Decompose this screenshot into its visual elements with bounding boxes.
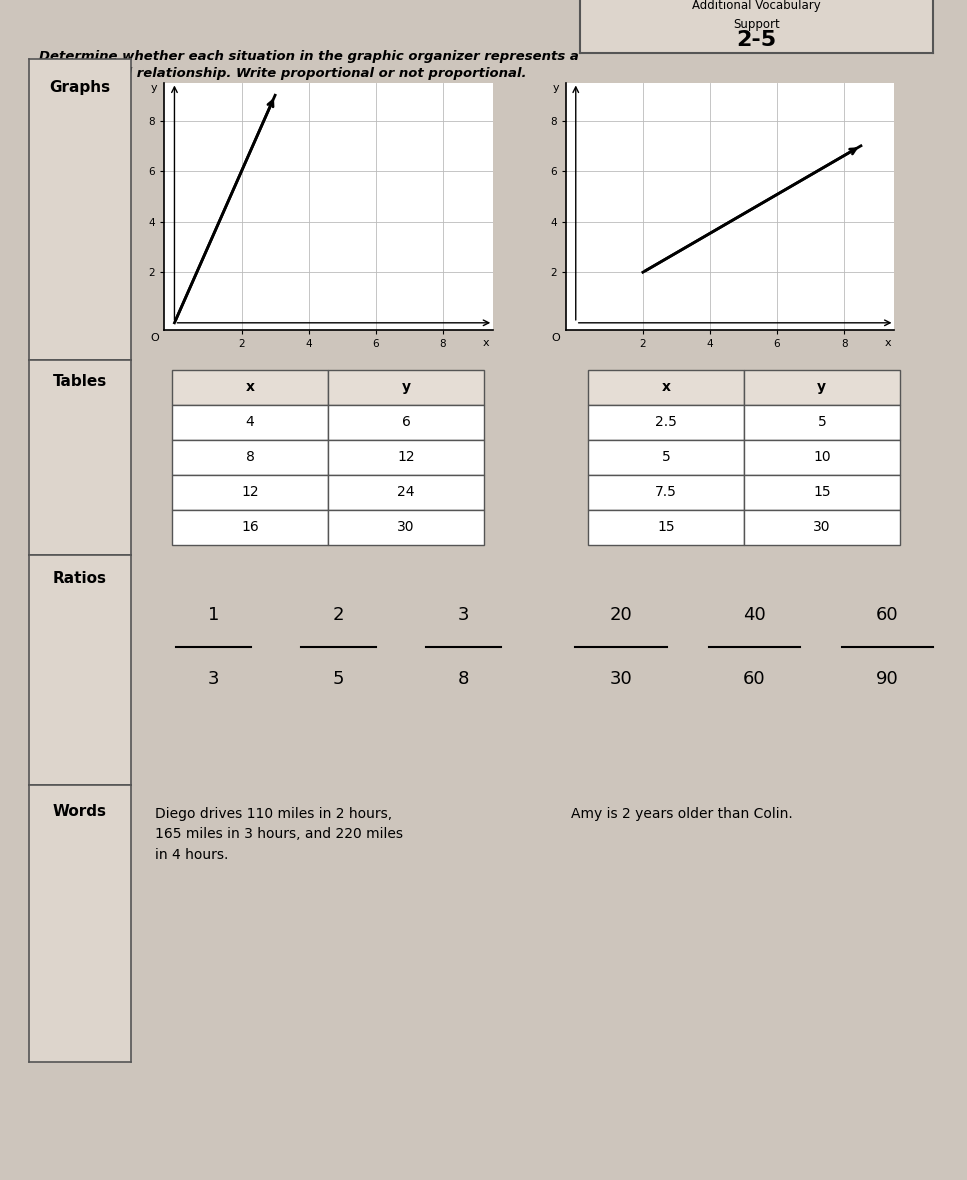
Text: Additional Vocabulary: Additional Vocabulary <box>692 0 821 12</box>
Text: x: x <box>885 337 891 348</box>
Text: O: O <box>551 333 560 343</box>
Text: y: y <box>151 83 158 93</box>
Text: 5: 5 <box>333 670 344 688</box>
Text: 3: 3 <box>457 605 469 624</box>
Text: 60: 60 <box>743 670 766 688</box>
Text: Amy is 2 years older than Colin.: Amy is 2 years older than Colin. <box>571 807 793 821</box>
Text: Words: Words <box>53 804 106 819</box>
Text: 20: 20 <box>610 605 632 624</box>
Text: Determine whether each situation in the graphic organizer represents a
proportio: Determine whether each situation in the … <box>39 50 578 79</box>
Text: 8: 8 <box>457 670 469 688</box>
Text: 30: 30 <box>610 670 632 688</box>
Text: Diego drives 110 miles in 2 hours,
165 miles in 3 hours, and 220 miles
in 4 hour: Diego drives 110 miles in 2 hours, 165 m… <box>156 807 403 863</box>
Text: 3: 3 <box>208 670 220 688</box>
Text: 2: 2 <box>333 605 344 624</box>
Text: Ratios: Ratios <box>53 571 106 585</box>
Text: x: x <box>484 337 489 348</box>
Text: Graphs: Graphs <box>49 80 110 96</box>
Text: y: y <box>552 83 559 93</box>
Text: O: O <box>150 333 159 343</box>
Text: 2-5: 2-5 <box>737 31 777 51</box>
Text: 60: 60 <box>876 605 898 624</box>
Text: Support: Support <box>733 18 780 31</box>
Text: 1: 1 <box>208 605 220 624</box>
Text: 40: 40 <box>743 605 766 624</box>
Text: Tables: Tables <box>52 374 107 388</box>
Text: 90: 90 <box>876 670 898 688</box>
